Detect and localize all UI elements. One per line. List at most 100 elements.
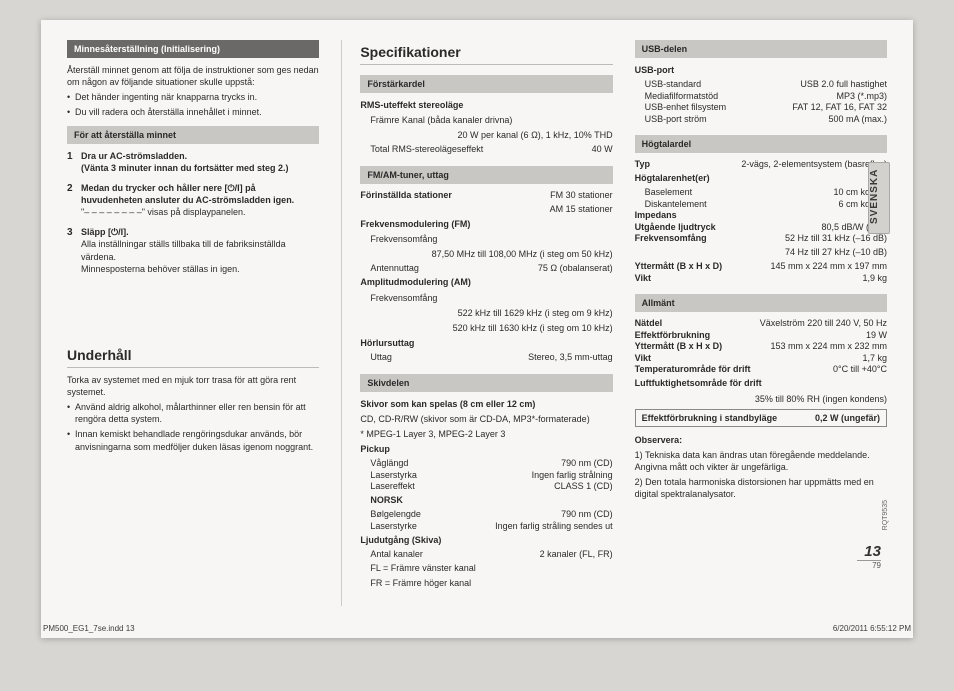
bl-row: Bølgelengde790 nm (CD) bbox=[360, 509, 612, 519]
bar-disc: Skivdelen bbox=[360, 374, 612, 392]
page-sub: 79 bbox=[857, 561, 881, 570]
ch-row: Antal kanaler2 kanaler (FL, FR) bbox=[360, 549, 612, 559]
print-footer: PM500_EG1_7se.indd 13 6/20/2011 6:55:12 … bbox=[41, 624, 913, 638]
bar-amp: Förstärkardel bbox=[360, 75, 612, 93]
maintenance-heading: Underhåll bbox=[67, 347, 319, 363]
page-marks: 13 79 bbox=[857, 543, 881, 570]
preset-v2: AM 15 stationer bbox=[360, 203, 612, 215]
pickup-l: Pickup bbox=[360, 443, 612, 455]
obs-l: Observera: bbox=[635, 434, 887, 446]
hp-v: Stereo, 3,5 mm-uttag bbox=[528, 352, 613, 362]
bar-usb: USB-delen bbox=[635, 40, 887, 58]
disc-p1: CD, CD-R/RW (skivor som är CD-DA, MP3*-f… bbox=[360, 413, 612, 425]
columns: Minnesåterställning (Initialisering) Åte… bbox=[67, 40, 887, 606]
unit-l: Högtalarenhet(er) bbox=[635, 172, 887, 184]
fm-label: Frekvensmodulering (FM) bbox=[360, 218, 612, 230]
bass-row: Baselement10 cm kontyp bbox=[635, 187, 887, 197]
rh-l: Luftfuktighetsområde för drift bbox=[635, 377, 887, 389]
step2-c: "– – – – – – – –" visas på displaypanele… bbox=[81, 207, 246, 217]
am-r1: 522 kHz till 1629 kHz (i steg om 9 kHz) bbox=[360, 307, 612, 319]
power-icon: ⏻/I bbox=[228, 183, 240, 193]
typ-row: Typ2-vägs, 2-elementsystem (basreflex) bbox=[635, 159, 887, 169]
power-icon-2: ⏻/I bbox=[111, 227, 123, 237]
am-label: Amplitudmodulering (AM) bbox=[360, 276, 612, 288]
standby-box: Effektförbrukning i standbyläge 0,2 W (u… bbox=[635, 409, 887, 427]
footer-left: PM500_EG1_7se.indd 13 bbox=[43, 624, 135, 638]
step3-d: Minnesposterna behöver ställas in igen. bbox=[81, 264, 240, 274]
usb-port-l: USB-port bbox=[635, 64, 887, 76]
reset-steps: Dra ur AC-strömsladden. (Vänta 3 minuter… bbox=[67, 150, 319, 275]
page-number: 13 bbox=[857, 543, 881, 560]
intro-bullet-2: Du vill radera och återställa innehållet… bbox=[67, 106, 319, 118]
usb-pwr: USB-port ström500 mA (max.) bbox=[635, 114, 887, 124]
fl-l: FL = Främre vänster kanal bbox=[360, 562, 612, 574]
imp-row: Impedans6 Ω bbox=[635, 210, 887, 220]
disc-p2: * MPEG-1 Layer 3, MPEG-2 Layer 3 bbox=[360, 428, 612, 440]
step-2: Medan du trycker och håller nere [⏻/I] p… bbox=[67, 182, 319, 218]
step3-c: Alla inställningar ställs tillbaka till … bbox=[81, 239, 286, 261]
usb-media: MediafilformatstödMP3 (*.mp3) bbox=[635, 91, 887, 101]
bar-reset-steps: För att återställa minnet bbox=[67, 126, 319, 144]
step1-line1: Dra ur AC-strömsladden. bbox=[81, 151, 187, 161]
maint-b1: Använd aldrig alkohol, målarthinner elle… bbox=[67, 401, 319, 425]
ant-v: 75 Ω (obalanserat) bbox=[538, 263, 613, 273]
hr-spec bbox=[360, 64, 612, 65]
step1-line2: (Vänta 3 minuter innan du fortsätter med… bbox=[81, 163, 289, 173]
obs1: 1) Tekniska data kan ändras utan föregåe… bbox=[635, 449, 887, 473]
bar-memory-reset: Minnesåterställning (Initialisering) bbox=[67, 40, 319, 58]
bar-general: Allmänt bbox=[635, 294, 887, 312]
ant-k: Antennuttag bbox=[370, 263, 419, 273]
hp-k: Uttag bbox=[370, 352, 392, 362]
le-row: LasereffektCLASS 1 (CD) bbox=[360, 481, 612, 491]
step3-a: Släpp [ bbox=[81, 227, 111, 237]
step-3: Släpp [⏻/I]. Alla inställningar ställs t… bbox=[67, 226, 319, 275]
maint-p1: Torka av systemet med en mjuk torr trasa… bbox=[67, 374, 319, 398]
am-r2: 520 kHz till 1630 kHz (i steg om 10 kHz) bbox=[360, 322, 612, 334]
rms-total: Total RMS-stereolägeseffekt 40 W bbox=[360, 144, 612, 154]
audioout-l: Ljudutgång (Skiva) bbox=[360, 534, 612, 546]
ant-row: Antennuttag 75 Ω (obalanserat) bbox=[360, 263, 612, 273]
gdim-row: Yttermått (B x H x D)153 mm x 224 mm x 2… bbox=[635, 341, 887, 351]
col-right: USB-delen USB-port USB-standardUSB 2.0 f… bbox=[635, 40, 887, 606]
bar-speaker: Högtalardel bbox=[635, 135, 887, 153]
usb-fs: USB-enhet filsystemFAT 12, FAT 16, FAT 3… bbox=[635, 102, 887, 112]
wav-row: Våglängd790 nm (CD) bbox=[360, 458, 612, 468]
language-tab: SVENSKA bbox=[868, 162, 890, 234]
hp-row: Uttag Stereo, 3,5 mm-uttag bbox=[360, 352, 612, 362]
preset-k: Förinställda stationer bbox=[360, 190, 452, 200]
rh-v: 35% till 80% RH (ingen kondens) bbox=[635, 393, 887, 405]
mass-row: Vikt1,9 kg bbox=[635, 273, 887, 283]
ps-row: NätdelVäxelström 220 till 240 V, 50 Hz bbox=[635, 318, 887, 328]
maint-b2: Innan kemiskt behandlade rengöringsdukar… bbox=[67, 428, 319, 452]
usb-std: USB-standardUSB 2.0 full hastighet bbox=[635, 79, 887, 89]
gmass-row: Vikt1,7 kg bbox=[635, 353, 887, 363]
spl-row: Utgående ljudtryck80,5 dB/W (1 m) bbox=[635, 222, 887, 232]
rms-label: RMS-uteffekt stereoläge bbox=[360, 99, 612, 111]
obs2: 2) Den totala harmoniska distorsionen ha… bbox=[635, 476, 887, 500]
tw-row: Diskantelement6 cm kontyp bbox=[635, 199, 887, 209]
fr-l: FR = Främre höger kanal bbox=[360, 577, 612, 589]
hr-maint bbox=[67, 367, 319, 368]
fr-row: Frekvensomfång52 Hz till 31 kHz (–16 dB) bbox=[635, 233, 887, 243]
fr-v2: 74 Hz till 27 kHz (–10 dB) bbox=[635, 246, 887, 258]
intro-bullet-1: Det händer ingenting när knapparna tryck… bbox=[67, 91, 319, 103]
stb-v: 0,2 W (ungefär) bbox=[815, 413, 880, 423]
hp-label: Hörlursuttag bbox=[360, 337, 612, 349]
norsk-l: NORSK bbox=[360, 494, 612, 506]
pc-row: Effektförbrukning19 W bbox=[635, 330, 887, 340]
intro-text: Återställ minnet genom att följa de inst… bbox=[67, 64, 319, 88]
ls-row: LaserstyrkeIngen farlig stråling sendes … bbox=[360, 521, 612, 531]
fm-range-label: Frekvensomfång bbox=[360, 233, 612, 245]
col-center: Specifikationer Förstärkardel RMS-uteffe… bbox=[341, 40, 612, 606]
preset-row: Förinställda stationer FM 30 stationer bbox=[360, 190, 612, 200]
manual-page: Minnesåterställning (Initialisering) Åte… bbox=[41, 20, 913, 638]
dim-row: Yttermått (B x H x D)145 mm x 224 mm x 1… bbox=[635, 261, 887, 271]
lp-row: LaserstyrkaIngen farlig strålning bbox=[360, 470, 612, 480]
step2-a: Medan du trycker och håller nere [ bbox=[81, 183, 228, 193]
step-1: Dra ur AC-strömsladden. (Vänta 3 minuter… bbox=[67, 150, 319, 174]
preset-v1: FM 30 stationer bbox=[550, 190, 613, 200]
doc-code: RQT9535 bbox=[882, 500, 889, 530]
bar-tuner: FM/AM-tuner, uttag bbox=[360, 166, 612, 184]
fm-range: 87,50 MHz till 108,00 MHz (i steg om 50 … bbox=[360, 248, 612, 260]
rms3k: Total RMS-stereolägeseffekt bbox=[370, 144, 483, 154]
